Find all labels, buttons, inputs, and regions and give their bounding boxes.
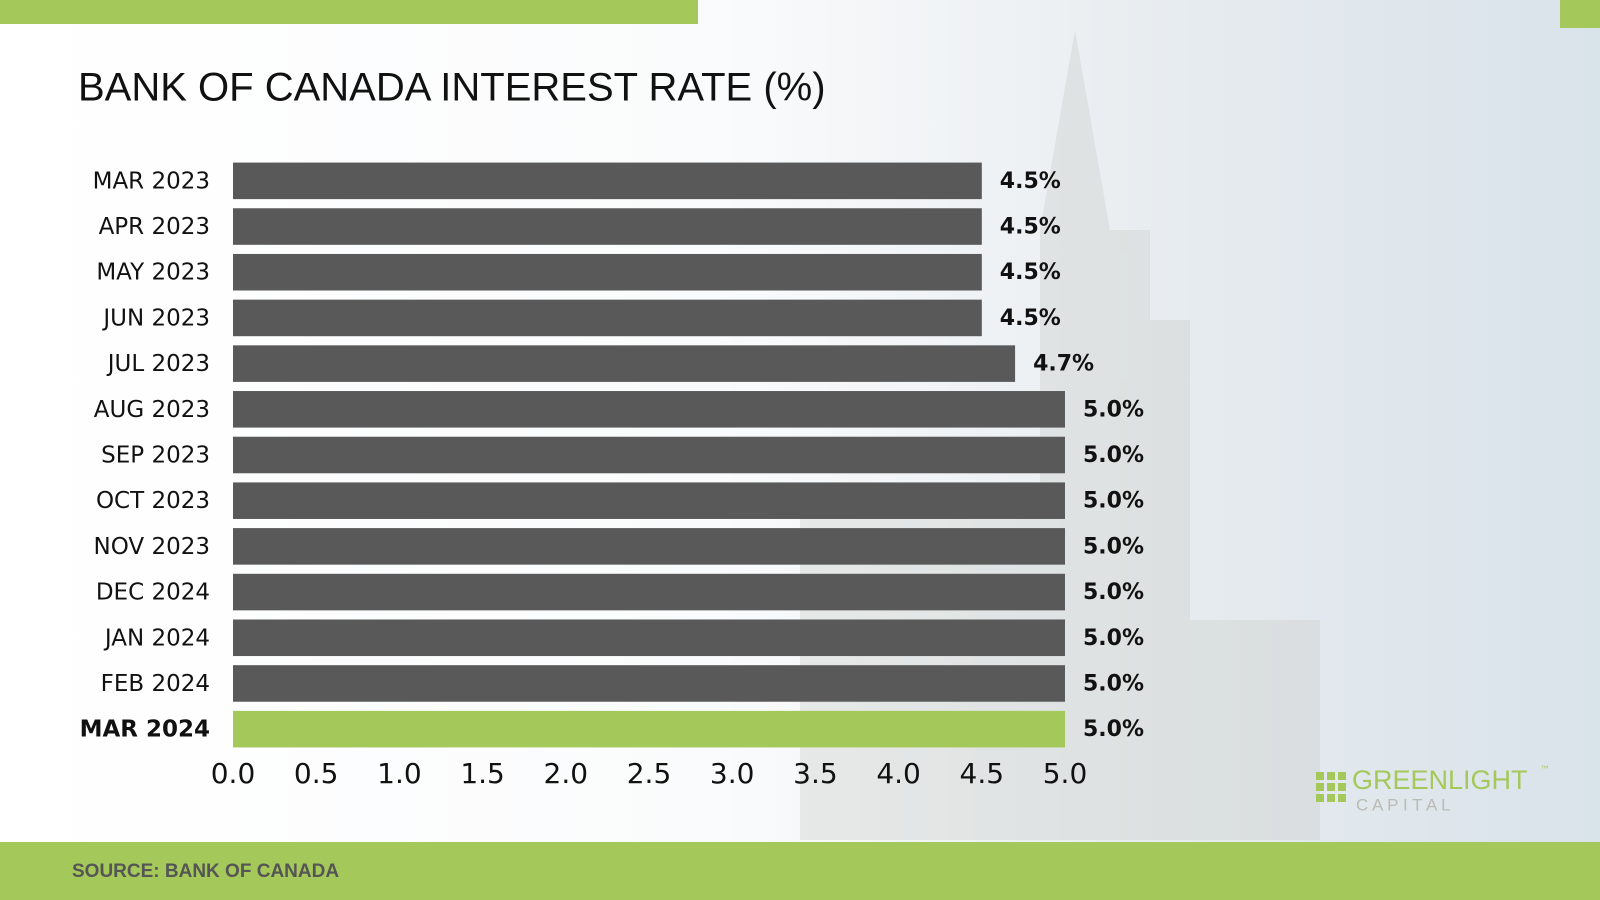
- x-tick-label: 0.5: [294, 757, 339, 790]
- x-tick-label: 0.0: [211, 757, 256, 790]
- value-label: 5.0%: [1083, 489, 1144, 514]
- bar: [233, 162, 982, 200]
- bar: [233, 573, 1065, 611]
- value-label: 5.0%: [1083, 397, 1144, 422]
- top-accent: [0, 0, 698, 24]
- y-tick-label: DEC 2024: [96, 580, 210, 606]
- y-tick-label: NOV 2023: [94, 534, 210, 560]
- x-tick-label: 3.5: [793, 757, 838, 790]
- value-label: 4.5%: [1000, 169, 1061, 194]
- y-tick-label: OCT 2023: [96, 488, 210, 514]
- x-tick-label: 3.0: [710, 757, 755, 790]
- value-label: 5.0%: [1083, 534, 1144, 559]
- bar: [233, 253, 982, 291]
- bar: [233, 208, 982, 245]
- y-tick-label: JAN 2024: [103, 625, 210, 651]
- y-tick-label: MAR 2024: [80, 717, 210, 743]
- value-label: 4.5%: [1000, 306, 1061, 331]
- bar: [233, 299, 982, 337]
- bar: [233, 710, 1065, 748]
- logo-tm: ™: [1540, 765, 1550, 776]
- x-tick-label: 4.0: [876, 757, 921, 790]
- logo-sub: C A P I T A L: [1356, 795, 1451, 814]
- y-tick-label: FEB 2024: [101, 671, 210, 697]
- y-tick-label: JUN 2023: [101, 305, 210, 331]
- value-label: 5.0%: [1083, 580, 1144, 605]
- source: SOURCE: BANK OF CANADA: [72, 861, 339, 882]
- y-tick-label: MAY 2023: [96, 260, 210, 286]
- y-tick-label: AUG 2023: [94, 397, 210, 423]
- y-tick-label: JUL 2023: [106, 351, 210, 377]
- bar: [233, 391, 1065, 428]
- value-label: 5.0%: [1083, 717, 1144, 742]
- bar: [233, 345, 1016, 382]
- value-label: 5.0%: [1083, 626, 1144, 651]
- bar: [233, 665, 1065, 702]
- x-tick-label: 2.5: [627, 757, 672, 790]
- chart-title: BANK OF CANADA INTEREST RATE (%): [78, 66, 826, 110]
- top-accent-right: [1560, 0, 1600, 28]
- logo-name: GREENLIGHT: [1352, 765, 1528, 795]
- y-tick-label: SEP 2023: [101, 443, 210, 469]
- footer-band: [0, 842, 1600, 900]
- y-tick-label: APR 2023: [99, 214, 210, 240]
- logo-icon: [1316, 772, 1346, 802]
- x-tick-label: 5.0: [1043, 757, 1088, 790]
- value-label: 5.0%: [1083, 671, 1144, 696]
- y-tick-label: MAR 2023: [93, 168, 210, 194]
- bar: [233, 436, 1065, 474]
- bar: [233, 528, 1065, 565]
- value-label: 5.0%: [1083, 443, 1144, 468]
- bar: [233, 619, 1065, 657]
- x-tick-label: 2.0: [544, 757, 589, 790]
- value-label: 4.5%: [1000, 260, 1061, 285]
- value-label: 4.7%: [1033, 352, 1094, 377]
- bar: [233, 482, 1065, 519]
- x-tick-label: 1.5: [460, 757, 505, 790]
- x-tick-label: 1.0: [377, 757, 422, 790]
- x-tick-label: 4.5: [960, 757, 1005, 790]
- value-label: 4.5%: [1000, 215, 1061, 240]
